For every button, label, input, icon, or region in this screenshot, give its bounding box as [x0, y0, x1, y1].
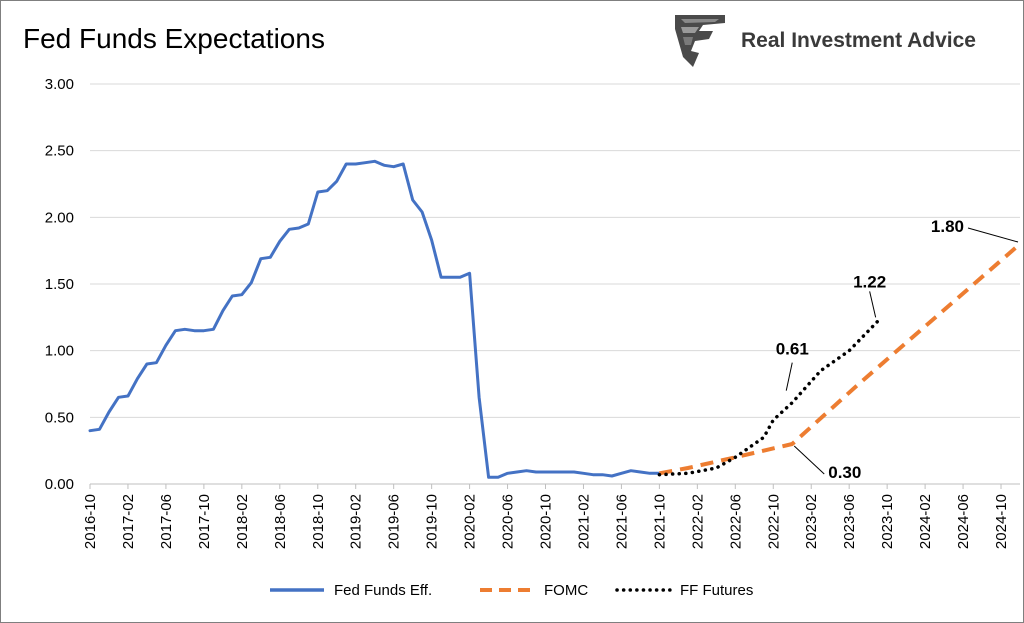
legend-swatch-dashed	[480, 588, 534, 592]
x-tick-label: 2018-06	[272, 494, 289, 549]
y-tick-label: 3.00	[45, 76, 74, 93]
series-line-fed-funds-eff	[88, 159, 661, 479]
x-tick-label: 2019-06	[386, 494, 403, 549]
series-lines	[88, 159, 1022, 479]
x-tick-label: 2017-10	[196, 494, 213, 549]
x-tick-label: 2023-06	[841, 494, 858, 549]
y-tick-label: 0.50	[45, 409, 74, 426]
x-tick-label: 2022-06	[727, 494, 744, 549]
y-tick-label: 0.00	[45, 476, 74, 493]
annotations: 1.80 1.22 0.61 0.30	[776, 217, 1019, 482]
annotation-label: 0.30	[828, 463, 861, 482]
x-tick-label: 2017-02	[120, 494, 137, 549]
x-tick-label: 2021-06	[613, 494, 630, 549]
annotation-label: 0.61	[776, 340, 809, 359]
x-tick-label: 2024-02	[917, 494, 934, 549]
annotation-leader	[785, 362, 793, 391]
x-tick-label: 2017-06	[158, 494, 175, 549]
annotation-label: 1.22	[853, 272, 886, 291]
series-line-ff-futures	[657, 319, 880, 477]
x-tick-label: 2016-10	[82, 494, 99, 549]
x-tick-label: 2018-02	[234, 494, 251, 549]
annotation-leader	[869, 291, 877, 318]
legend-swatch-dotted	[615, 588, 672, 592]
y-axis: 0.00 0.50 1.00 1.50 2.00 2.50 3.00	[45, 76, 74, 493]
annotation-leader	[793, 445, 825, 475]
x-tick-label: 2023-02	[803, 494, 820, 549]
legend-label: FOMC	[544, 581, 589, 599]
legend-item-fed-funds: Fed Funds Eff.	[268, 578, 432, 602]
x-tick-label: 2018-10	[310, 494, 327, 549]
x-tick-label: 2024-06	[955, 494, 972, 549]
x-tick-label: 2019-10	[424, 494, 441, 549]
x-tick-label: 2022-02	[689, 494, 706, 549]
x-tick-label: 2020-10	[538, 494, 555, 549]
gridlines	[90, 83, 1020, 485]
y-tick-label: 1.50	[45, 276, 74, 293]
x-axis: 2016-10 2017-02 2017-06 2017-10 2018-02 2018-…	[82, 484, 1010, 549]
legend-label: Fed Funds Eff.	[334, 581, 433, 599]
y-tick-label: 2.00	[45, 209, 74, 226]
x-tick-label: 2020-06	[500, 494, 517, 549]
eagle-logo-icon	[675, 15, 725, 67]
series-line-fomc	[659, 242, 1022, 476]
x-tick-label: 2024-10	[993, 494, 1010, 549]
annotation-leader	[967, 227, 1019, 243]
x-tick-label: 2020-02	[462, 494, 479, 549]
legend: Fed Funds Eff. FOMC FF Futures	[0, 578, 1024, 602]
chart-title: Fed Funds Expectations	[23, 23, 325, 54]
legend-item-ff-futures: FF Futures	[614, 578, 753, 602]
legend-swatch-solid	[270, 588, 324, 592]
x-tick-label: 2022-10	[765, 494, 782, 549]
x-tick-label: 2021-10	[651, 494, 668, 549]
x-tick-label: 2019-02	[348, 494, 365, 549]
legend-item-fomc: FOMC	[478, 578, 588, 602]
annotation-label: 1.80	[931, 217, 964, 236]
x-tick-label: 2021-02	[575, 494, 592, 549]
y-tick-label: 2.50	[45, 143, 74, 160]
legend-label: FF Futures	[680, 581, 754, 599]
x-tick-label: 2023-10	[879, 494, 896, 549]
y-tick-label: 1.00	[45, 343, 74, 360]
brand-name: Real Investment Advice	[741, 29, 976, 52]
